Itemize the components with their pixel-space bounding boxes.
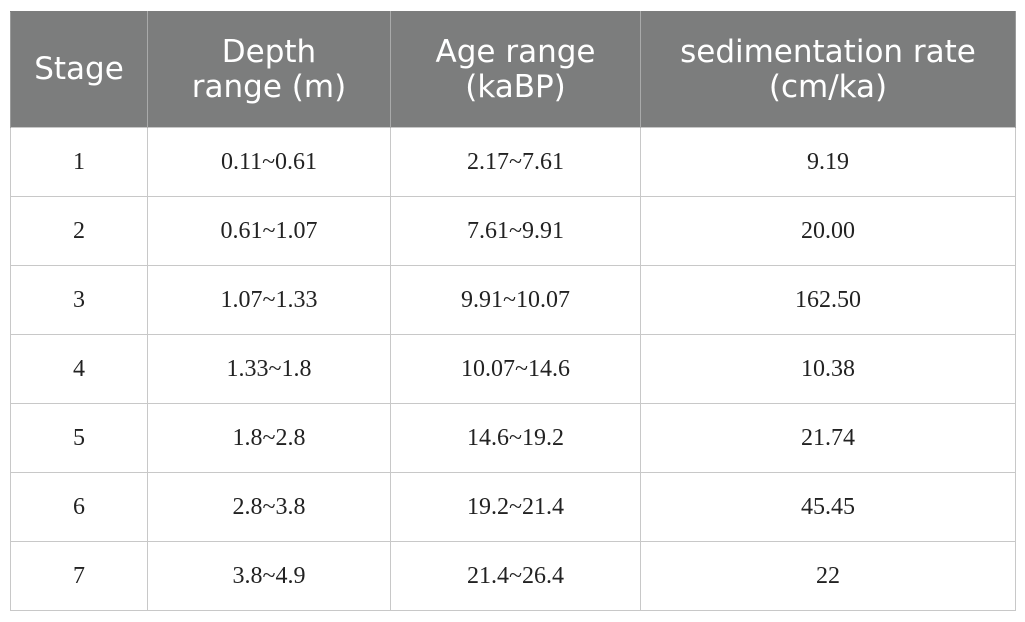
cell-depth-range: 0.61~1.07	[147, 196, 391, 266]
table-header: Stage Depth range (m) Age range (kaBP) s…	[10, 11, 1016, 128]
cell-sedimentation-rate: 45.45	[640, 472, 1016, 542]
cell-age-range: 19.2~21.4	[390, 472, 641, 542]
cell-age-range: 14.6~19.2	[390, 403, 641, 473]
data-table-container: Stage Depth range (m) Age range (kaBP) s…	[10, 11, 1016, 611]
cell-sedimentation-rate: 21.74	[640, 403, 1016, 473]
cell-sedimentation-rate: 10.38	[640, 334, 1016, 404]
cell-stage: 4	[10, 334, 148, 404]
table-row: 7 3.8~4.9 21.4~26.4 22	[10, 541, 1016, 611]
cell-sedimentation-rate: 9.19	[640, 127, 1016, 197]
header-age-range: Age range (kaBP)	[390, 11, 641, 128]
cell-age-range: 7.61~9.91	[390, 196, 641, 266]
header-depth-range: Depth range (m)	[147, 11, 391, 128]
cell-age-range: 21.4~26.4	[390, 541, 641, 611]
table-body: 1 0.11~0.61 2.17~7.61 9.19 2 0.61~1.07 7…	[10, 127, 1016, 611]
header-row: Stage Depth range (m) Age range (kaBP) s…	[10, 11, 1016, 128]
header-depth-line-2: range (m)	[191, 68, 347, 105]
header-depth-line-1: Depth	[221, 33, 317, 70]
cell-stage: 1	[10, 127, 148, 197]
header-age-line-2: (kaBP)	[465, 68, 566, 105]
cell-stage: 7	[10, 541, 148, 611]
header-rate-line-1: sedimentation rate	[680, 33, 976, 70]
table-row: 3 1.07~1.33 9.91~10.07 162.50	[10, 265, 1016, 335]
header-stage-line-1: Stage	[34, 51, 124, 87]
header-age-line-1: Age range	[435, 33, 596, 70]
cell-stage: 6	[10, 472, 148, 542]
cell-depth-range: 2.8~3.8	[147, 472, 391, 542]
cell-age-range: 10.07~14.6	[390, 334, 641, 404]
cell-sedimentation-rate: 20.00	[640, 196, 1016, 266]
cell-depth-range: 3.8~4.9	[147, 541, 391, 611]
cell-stage: 3	[10, 265, 148, 335]
cell-sedimentation-rate: 162.50	[640, 265, 1016, 335]
cell-depth-range: 1.07~1.33	[147, 265, 391, 335]
table-row: 5 1.8~2.8 14.6~19.2 21.74	[10, 403, 1016, 473]
cell-sedimentation-rate: 22	[640, 541, 1016, 611]
cell-stage: 2	[10, 196, 148, 266]
header-stage: Stage	[10, 11, 148, 128]
header-sedimentation-rate: sedimentation rate (cm/ka)	[640, 11, 1016, 128]
cell-age-range: 9.91~10.07	[390, 265, 641, 335]
table-row: 6 2.8~3.8 19.2~21.4 45.45	[10, 472, 1016, 542]
sedimentation-table: Stage Depth range (m) Age range (kaBP) s…	[10, 11, 1016, 611]
header-rate-line-2: (cm/ka)	[768, 68, 888, 105]
cell-depth-range: 1.8~2.8	[147, 403, 391, 473]
cell-depth-range: 0.11~0.61	[147, 127, 391, 197]
table-row: 4 1.33~1.8 10.07~14.6 10.38	[10, 334, 1016, 404]
table-row: 1 0.11~0.61 2.17~7.61 9.19	[10, 127, 1016, 197]
cell-stage: 5	[10, 403, 148, 473]
cell-age-range: 2.17~7.61	[390, 127, 641, 197]
cell-depth-range: 1.33~1.8	[147, 334, 391, 404]
table-row: 2 0.61~1.07 7.61~9.91 20.00	[10, 196, 1016, 266]
